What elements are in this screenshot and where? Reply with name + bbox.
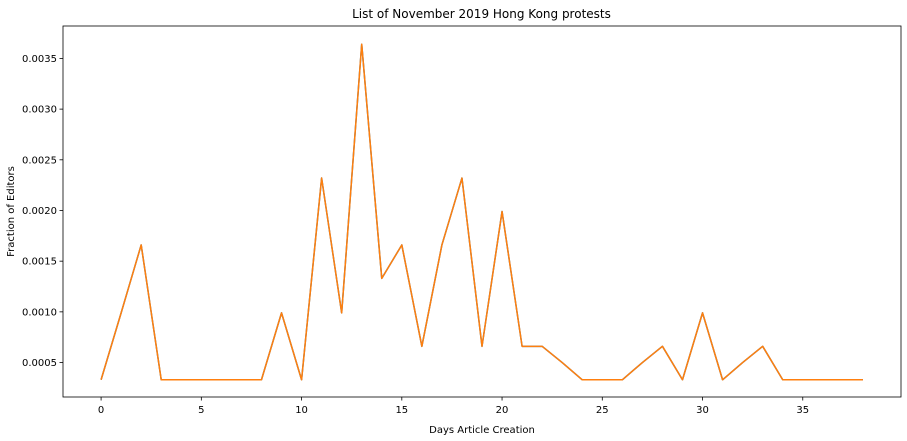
y-tick-label: 0.0020 (22, 206, 57, 217)
y-tick-label: 0.0025 (22, 155, 57, 166)
x-axis-ticks: 0 5 10 15 20 25 30 35 (98, 397, 809, 416)
x-tick-label: 35 (796, 405, 809, 416)
series-group (100, 43, 863, 381)
y-tick-label: 0.0005 (22, 358, 57, 369)
x-axis-label: Days Article Creation (429, 425, 535, 436)
x-tick-label: 25 (596, 405, 609, 416)
x-tick-label: 10 (295, 405, 308, 416)
y-tick-label: 0.0035 (22, 54, 57, 65)
x-tick-label: 5 (198, 405, 204, 416)
y-tick-label: 0.0010 (22, 307, 57, 318)
y-axis-ticks: 0.0005 0.0010 0.0015 0.0020 0.0025 0.0030 0.00… (22, 54, 63, 369)
x-tick-label: 20 (496, 405, 509, 416)
x-tick-label: 30 (696, 405, 709, 416)
x-tick-label: 15 (395, 405, 408, 416)
x-tick-label: 0 (98, 405, 104, 416)
y-axis-label: Fraction of Editors (6, 166, 17, 257)
chart-title: List of November 2019 Hong Kong protests (352, 7, 611, 21)
y-tick-label: 0.0015 (22, 257, 57, 268)
axes-frame (62, 25, 902, 398)
y-tick-label: 0.0030 (22, 105, 57, 116)
series-line-2 (100, 43, 863, 381)
